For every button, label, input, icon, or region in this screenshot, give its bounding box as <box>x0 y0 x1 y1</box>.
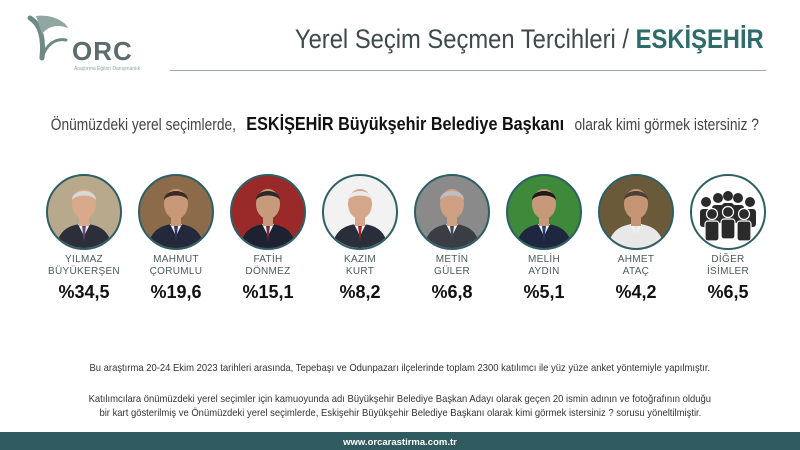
logo-subtitle: Araştırma Eğitim Danışmanlık <box>74 66 141 72</box>
candidate-photo <box>46 174 122 250</box>
candidate-last-name: AYDIN <box>528 266 560 277</box>
candidate-name: MELİH AYDIN <box>498 254 590 278</box>
candidate-name: FATİH DÖNMEZ <box>222 254 314 278</box>
candidate-card: MAHMUT ÇORUMLU %19,6 <box>130 174 222 303</box>
candidate-last-name: GÜLER <box>434 266 470 277</box>
orc-logo: ORC Araştırma Eğitim Danışmanlık <box>22 14 152 74</box>
logo-text: ORC <box>72 36 133 66</box>
candidate-photo <box>598 174 674 250</box>
candidate-photo <box>322 174 398 250</box>
candidate-name: MAHMUT ÇORUMLU <box>130 254 222 278</box>
question-before: Önümüzdeki yerel seçimlerde, <box>50 115 236 134</box>
candidate-percentage: %19,6 <box>150 282 202 302</box>
method-note: Bu araştırma 20-24 Ekim 2023 tarihleri a… <box>0 362 800 374</box>
candidate-first-name: DİĞER <box>711 254 745 265</box>
question-bold: ESKİŞEHİR Büyükşehir Belediye Başkanı <box>246 114 565 134</box>
candidate-percentage: %5,1 <box>523 282 565 302</box>
candidate-last-name: ÇORUMLU <box>149 266 203 277</box>
candidate-name: KAZIM KURT <box>314 254 406 278</box>
candidate-percentage: %15,1 <box>242 282 294 302</box>
people-group-icon <box>690 174 766 250</box>
candidate-last-name: BÜYÜKERŞEN <box>48 266 120 277</box>
candidate-last-name: DÖNMEZ <box>245 266 291 277</box>
candidate-name: AHMET ATAÇ <box>590 254 682 278</box>
page-title: Yerel Seçim Seçmen Tercihleri / ESKİŞEHİ… <box>295 24 764 55</box>
candidate-last-name: KURT <box>345 266 375 277</box>
candidate-photo <box>506 174 582 250</box>
question-note-line1: Katılımcılara önümüzdeki yerel seçimler … <box>88 393 712 405</box>
candidate-first-name: YILMAZ <box>65 254 103 265</box>
candidate-name: YILMAZ BÜYÜKERŞEN <box>38 254 130 278</box>
candidate-name: DİĞER İSİMLER <box>682 254 774 278</box>
candidate-card: METİN GÜLER %6,8 <box>406 174 498 303</box>
candidate-first-name: FATİH <box>253 254 283 265</box>
candidate-photo <box>414 174 490 250</box>
candidate-first-name: MAHMUT <box>153 254 199 265</box>
title-divider <box>170 70 766 71</box>
question-note-line2: bir kart gösterilmiş ve Önümüzdeki yerel… <box>99 407 701 419</box>
candidate-percentage: %8,2 <box>339 282 381 302</box>
candidate-percentage: %6,8 <box>431 282 473 302</box>
title-prefix: Yerel Seçim Seçmen Tercihleri / <box>295 24 636 54</box>
question-after: olarak kimi görmek istersiniz ? <box>574 115 759 134</box>
candidate-photo <box>230 174 306 250</box>
candidate-percentage: %6,5 <box>707 282 749 302</box>
candidate-card: YILMAZ BÜYÜKERŞEN %34,5 <box>38 174 130 303</box>
candidate-card: KAZIM KURT %8,2 <box>314 174 406 303</box>
question-note: Katılımcılara önümüzdeki yerel seçimler … <box>0 392 800 420</box>
candidate-percentage: %34,5 <box>58 282 110 302</box>
candidate-last-name: İSİMLER <box>706 266 750 277</box>
candidate-card: AHMET ATAÇ %4,2 <box>590 174 682 303</box>
candidate-photo <box>138 174 214 250</box>
candidate-first-name: MELİH <box>527 254 561 265</box>
candidate-name: METİN GÜLER <box>406 254 498 278</box>
candidate-first-name: KAZIM <box>343 254 377 265</box>
footer-bar: www.orcarastirma.com.tr <box>0 432 800 450</box>
candidate-first-name: METİN <box>435 254 469 265</box>
candidate-percentage: %4,2 <box>615 282 657 302</box>
footer-url[interactable]: www.orcarastirma.com.tr <box>343 437 457 448</box>
orc-logo-icon <box>27 15 68 61</box>
candidate-card: MELİH AYDIN %5,1 <box>498 174 590 303</box>
candidate-card: FATİH DÖNMEZ %15,1 <box>222 174 314 303</box>
candidate-card: DİĞER İSİMLER %6,5 <box>682 174 774 303</box>
candidate-last-name: ATAÇ <box>622 266 650 277</box>
method-note-text: Bu araştırma 20-24 Ekim 2023 tarihleri a… <box>89 362 711 374</box>
candidate-first-name: AHMET <box>617 254 655 265</box>
title-highlight: ESKİŞEHİR <box>635 24 764 54</box>
survey-question: Önümüzdeki yerel seçimlerde, ESKİŞEHİR B… <box>0 114 800 135</box>
candidate-list: YILMAZ BÜYÜKERŞEN %34,5 MAHMUT ÇORUMLU %19,6 F… <box>38 174 780 314</box>
